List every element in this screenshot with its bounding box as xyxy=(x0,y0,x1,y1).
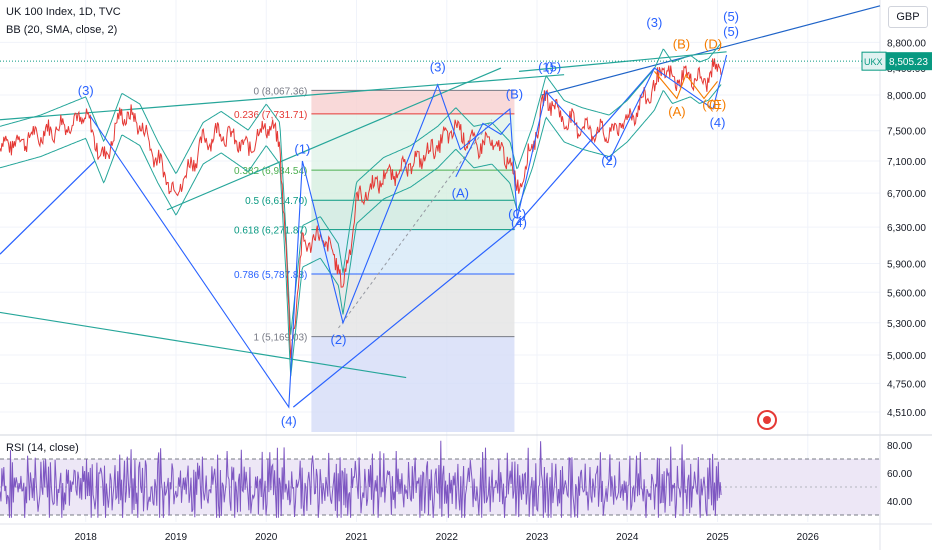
time-tick-label: 2024 xyxy=(616,532,639,543)
rsi-pane: 80.00 60.00 40.00 xyxy=(0,440,912,518)
indicator-legend[interactable]: BB (20, SMA, close, 2) xyxy=(6,24,118,36)
trend-line xyxy=(541,5,881,96)
time-tick-label: 2025 xyxy=(706,532,729,543)
price-tick-label: 4,750.00 xyxy=(887,379,926,390)
wave-label: (5) xyxy=(723,9,739,24)
symbol-tag-label: UKX xyxy=(864,57,883,67)
time-tick-label: 2023 xyxy=(526,532,549,543)
rsi-tick-label: 80.00 xyxy=(887,441,912,452)
time-tick-label: 2018 xyxy=(75,532,98,543)
trend-lines xyxy=(0,5,881,408)
fib-level-label: 0.786 (5,787.88) xyxy=(234,270,307,281)
trend-line xyxy=(292,226,515,408)
rsi-line xyxy=(0,440,722,518)
time-tick-label: 2020 xyxy=(255,532,278,543)
wave-zigzag xyxy=(516,54,728,219)
time-tick-label: 2022 xyxy=(436,532,459,543)
trend-line xyxy=(0,160,96,255)
wave-zigzag xyxy=(653,71,718,100)
chart-title[interactable]: UK 100 Index, 1D, TVC xyxy=(6,6,121,18)
time-tick-label: 2021 xyxy=(345,532,368,543)
wave-label: (A) xyxy=(452,185,469,200)
bb-upper-band xyxy=(0,42,722,335)
trend-line xyxy=(0,74,565,121)
wave-label: (3) xyxy=(78,83,94,98)
wave-label: (5) xyxy=(545,59,561,74)
rsi-legend[interactable]: RSI (14, close) xyxy=(6,442,79,454)
wave-label: (B) xyxy=(673,37,690,52)
wave-zigzag xyxy=(89,83,518,409)
price-tick-label: 8,800.00 xyxy=(887,38,926,49)
wave-labels: (3)(4)(1)(2)(3)(A)(B)(C)(4)(1)(5)(2)(3)(… xyxy=(78,9,739,429)
fib-zone xyxy=(311,113,515,171)
fib-level-label: 1 (5,169.03) xyxy=(253,333,307,344)
wave-label: (2) xyxy=(601,153,617,168)
fib-level-label: 0.618 (6,271.87) xyxy=(234,226,307,237)
fib-zone xyxy=(311,336,515,432)
trend-line xyxy=(514,67,655,228)
price-tick-label: 6,300.00 xyxy=(887,223,926,234)
wave-label: (1) xyxy=(294,141,310,156)
wave-label: (3) xyxy=(430,59,446,74)
bollinger-bands xyxy=(0,42,722,377)
wave-label: (4) xyxy=(281,414,297,429)
bb-lower-band xyxy=(0,84,722,377)
fib-zone xyxy=(311,200,515,230)
wave-label: (B) xyxy=(506,87,523,102)
wave-label: (3) xyxy=(646,15,662,30)
time-axis[interactable]: 2018 2019 2020 2021 2022 2023 2024 2025 2026 xyxy=(0,523,932,543)
wave-label: (5) xyxy=(723,24,739,39)
rsi-tick-label: 60.00 xyxy=(887,469,912,480)
trend-line xyxy=(0,311,407,379)
price-tick-label: 4,510.00 xyxy=(887,408,926,419)
price-series xyxy=(0,58,722,359)
price-tick-label: 6,700.00 xyxy=(887,189,926,200)
fib-level-label: 0.5 (6,614.70) xyxy=(245,196,307,207)
price-tick-label: 7,100.00 xyxy=(887,157,926,168)
time-tick-label: 2019 xyxy=(165,532,188,543)
wave-label: (D) xyxy=(704,37,722,52)
price-tick-label: 8,000.00 xyxy=(887,91,926,102)
currency-button[interactable]: GBP xyxy=(888,6,928,28)
fib-level-label: 0.382 (6,984.54) xyxy=(234,166,307,177)
price-tick-label: 5,600.00 xyxy=(887,288,926,299)
fib-zone xyxy=(311,229,515,275)
last-price-label: 8,505.23 xyxy=(889,57,928,68)
wave-label: (E) xyxy=(709,97,726,112)
wave-label: (C) xyxy=(702,97,720,112)
price-tick-label: 7,500.00 xyxy=(887,127,926,138)
price-tick-label: 5,900.00 xyxy=(887,259,926,270)
elliott-wave-lines xyxy=(89,54,728,409)
price-line xyxy=(0,58,722,359)
wave-zigzag xyxy=(455,122,511,178)
fib-level-label: 0.236 (7,731.71) xyxy=(234,110,307,121)
price-tick-label: 5,300.00 xyxy=(887,319,926,330)
wave-label: (4) xyxy=(710,115,726,130)
fib-zone xyxy=(311,274,515,337)
fib-level-label: 0 (8,067.36) xyxy=(253,86,307,97)
trend-line xyxy=(518,51,727,72)
wave-label: (1) xyxy=(538,59,554,74)
wave-label: (A) xyxy=(668,104,685,119)
wave-label: (2) xyxy=(331,332,347,347)
price-tick-label: 5,000.00 xyxy=(887,351,926,362)
wave-label: (C) xyxy=(508,206,526,221)
wave-label: (4) xyxy=(511,215,527,230)
fib-zone xyxy=(311,90,515,114)
time-tick-label: 2026 xyxy=(797,532,820,543)
price-axis[interactable]: 8,800.008,400.008,000.007,500.007,100.00… xyxy=(0,38,932,419)
fib-trend-line xyxy=(338,119,493,329)
fibonacci-retracement: 0 (8,067.36) 0.236 (7,731.71) 0.382 (6,984… xyxy=(234,86,515,432)
rsi-tick-label: 40.00 xyxy=(887,497,912,508)
trend-line xyxy=(166,67,502,211)
alert-icon[interactable] xyxy=(757,410,777,430)
last-price-tag xyxy=(886,52,932,71)
